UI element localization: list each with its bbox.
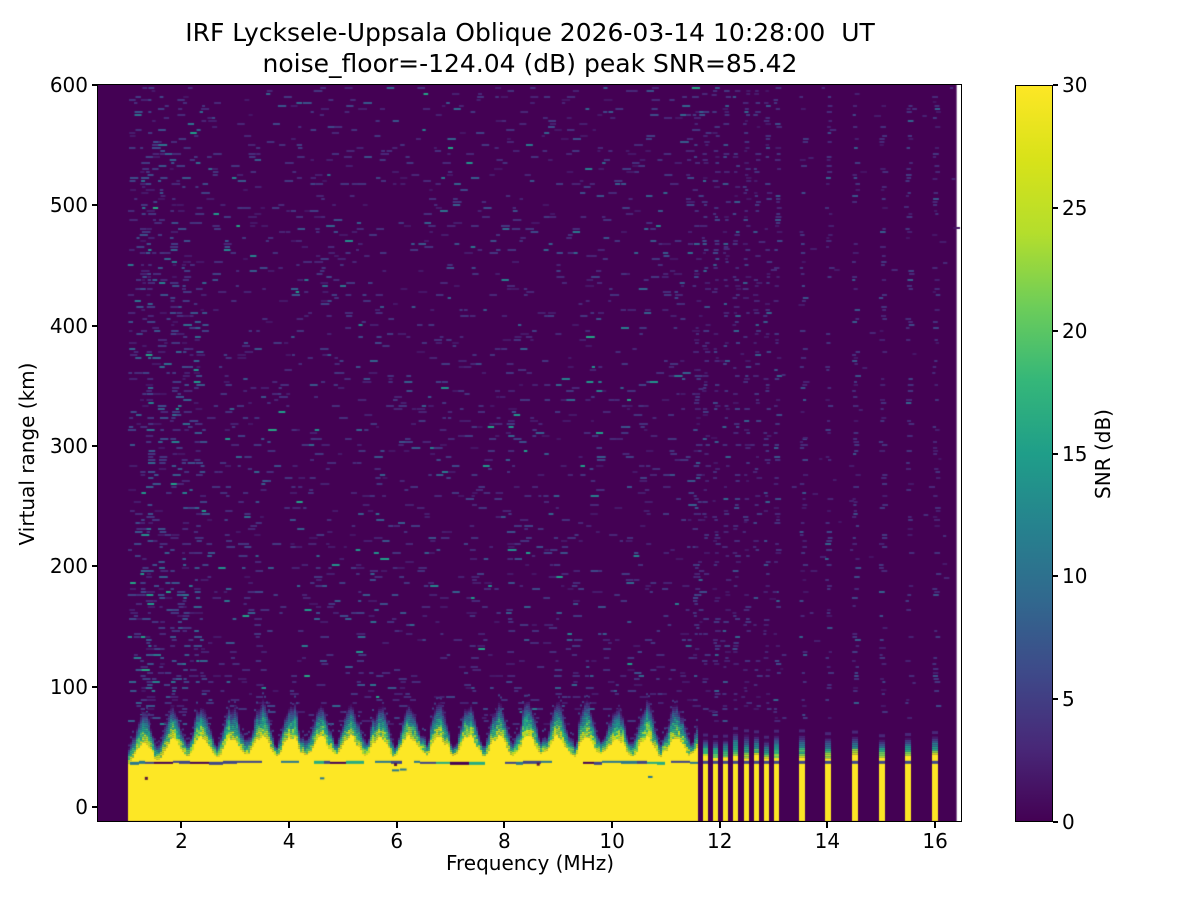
- x-tick-mark: [611, 822, 614, 828]
- x-tick-label: 10: [599, 829, 625, 853]
- chart-title-block: IRF Lycksele-Uppsala Oblique 2026-03-14 …: [98, 17, 962, 79]
- colorbar-tick-label: 25: [1062, 195, 1088, 220]
- colorbar-tick-label: 20: [1062, 318, 1088, 343]
- colorbar-tick-mark: [1053, 452, 1058, 455]
- y-tick-mark: [92, 204, 98, 207]
- colorbar-tick-mark: [1053, 821, 1058, 823]
- colorbar-label: SNR (dB): [1091, 409, 1115, 499]
- x-tick-label: 2: [175, 829, 188, 853]
- colorbar-tick-label: 0: [1062, 810, 1075, 834]
- colorbar-tick-mark: [1053, 575, 1058, 578]
- y-tick-mark: [92, 565, 98, 568]
- colorbar-tick-mark: [1053, 206, 1058, 209]
- x-axis-label: Frequency (MHz): [445, 851, 615, 875]
- x-tick-mark: [503, 822, 506, 828]
- y-tick-mark: [92, 444, 98, 447]
- colorbar-tick-label: 30: [1062, 73, 1088, 97]
- x-tick-label: 6: [390, 829, 404, 853]
- y-tick-mark: [92, 324, 98, 327]
- x-tick-label: 14: [814, 829, 841, 853]
- y-tick-label: 200: [49, 554, 88, 579]
- x-tick-mark: [826, 822, 829, 828]
- y-axis-label: Virtual range (km): [15, 362, 39, 546]
- y-tick-label: 600: [49, 73, 88, 97]
- colorbar-gradient: [1015, 85, 1053, 822]
- colorbar-tick-mark: [1053, 329, 1058, 332]
- y-tick-mark: [92, 805, 98, 808]
- colorbar-tick-mark: [1053, 698, 1058, 701]
- x-tick-label: 12: [707, 829, 733, 853]
- x-tick-label: 4: [282, 829, 296, 853]
- x-tick-mark: [288, 822, 291, 828]
- y-tick-label: 0: [75, 794, 88, 819]
- y-tick-label: 500: [49, 193, 88, 218]
- x-tick-label: 8: [498, 829, 511, 853]
- colorbar-tick-label: 10: [1062, 564, 1088, 589]
- x-tick-mark: [180, 822, 183, 828]
- x-tick-mark: [718, 822, 721, 828]
- y-tick-label: 100: [49, 674, 88, 699]
- y-tick-label: 400: [49, 313, 88, 338]
- y-tick-label: 300: [49, 433, 88, 458]
- colorbar-tick-label: 5: [1062, 687, 1075, 712]
- colorbar-tick-label: 15: [1062, 441, 1088, 466]
- colorbar-tick-mark: [1053, 84, 1058, 86]
- chart-subtitle: noise_floor=-124.04 (dB) peak SNR=85.42: [262, 49, 798, 78]
- chart-title: IRF Lycksele-Uppsala Oblique 2026-03-14 …: [185, 18, 875, 47]
- x-tick-mark: [395, 822, 398, 828]
- heatmap-canvas: [98, 85, 962, 822]
- x-tick-mark: [934, 822, 937, 828]
- y-tick-mark: [92, 84, 98, 86]
- x-tick-label: 16: [922, 829, 948, 853]
- y-tick-mark: [92, 685, 98, 688]
